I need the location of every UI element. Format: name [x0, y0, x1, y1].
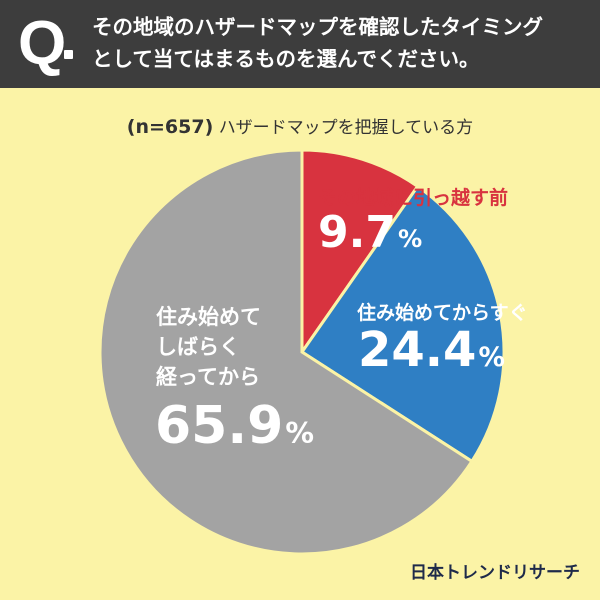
question-line-1: その地域のハザードマップを確認したタイミング — [92, 15, 543, 39]
question-header: Q その地域のハザードマップを確認したタイミング として当てはまるものを選んでく… — [0, 0, 600, 88]
sample-size: (n=657) — [126, 116, 214, 138]
slice-value-before-moving: 9.7% — [318, 207, 423, 258]
slice-value-after-a-while: 65.9% — [155, 396, 314, 456]
pie-slice-after-a-while — [98, 148, 474, 556]
q-dot — [64, 50, 73, 59]
slice-label-before-moving: その地域に引っ越す前 — [318, 187, 509, 209]
sample-caption: (n=657) ハザードマップを把握している方 — [0, 113, 600, 138]
slice-label-after-a-while-line-3: 経ってから — [156, 365, 260, 389]
pie-slice-right-after-moving — [299, 184, 506, 464]
brand-logo-text: 日本トレンドリサーチ — [410, 563, 580, 583]
q-mark: Q — [18, 9, 67, 78]
slice-label-after-a-while-line-2: しばらく — [156, 335, 240, 359]
slice-value-right-after-moving: 24.4% — [358, 322, 505, 378]
slice-label-right-after-moving: 住み始めてからすぐ — [357, 302, 528, 324]
pie-slice-before-moving — [300, 148, 420, 357]
sample-description: ハザードマップを把握している方 — [218, 118, 474, 138]
slice-label-after-a-while-line-1: 住み始めて — [156, 305, 261, 329]
question-line-2: として当てはまるものを選んでください。 — [92, 47, 480, 71]
